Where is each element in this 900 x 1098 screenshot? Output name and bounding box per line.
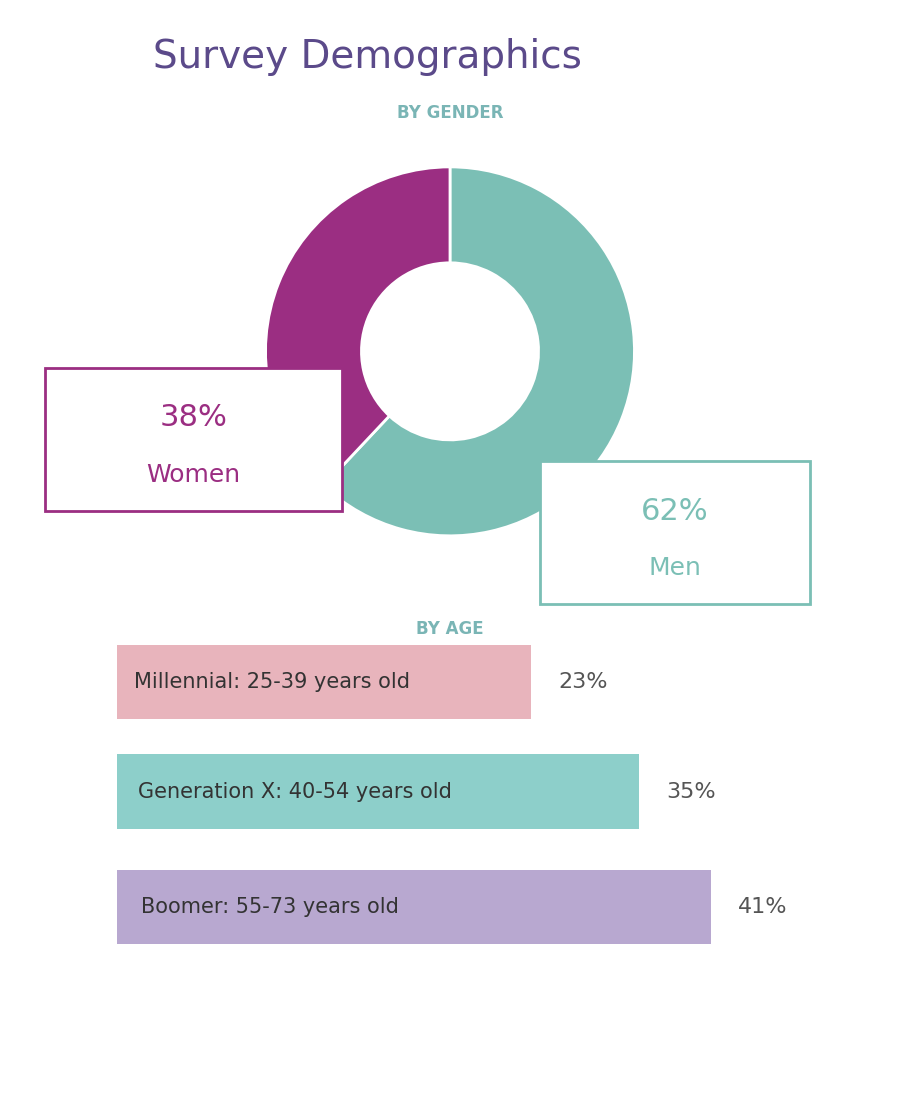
Text: 38%: 38% bbox=[159, 403, 228, 433]
Text: BY GENDER: BY GENDER bbox=[397, 104, 503, 122]
Text: 41%: 41% bbox=[738, 897, 788, 917]
Text: Men: Men bbox=[649, 557, 701, 580]
Wedge shape bbox=[324, 167, 634, 536]
FancyBboxPatch shape bbox=[540, 461, 810, 604]
Text: BY AGE: BY AGE bbox=[416, 620, 484, 638]
FancyBboxPatch shape bbox=[45, 368, 342, 511]
Text: Survey Demographics: Survey Demographics bbox=[153, 38, 582, 77]
Text: Women: Women bbox=[147, 463, 240, 486]
Text: Boomer: 55-73 years old: Boomer: 55-73 years old bbox=[140, 897, 399, 917]
FancyBboxPatch shape bbox=[117, 645, 531, 719]
Text: 62%: 62% bbox=[641, 496, 709, 526]
Text: Generation X: 40-54 years old: Generation X: 40-54 years old bbox=[138, 782, 452, 802]
Text: Millennial: 25-39 years old: Millennial: 25-39 years old bbox=[133, 672, 410, 692]
Text: 23%: 23% bbox=[558, 672, 608, 692]
FancyBboxPatch shape bbox=[117, 870, 711, 944]
Wedge shape bbox=[266, 167, 450, 485]
FancyBboxPatch shape bbox=[117, 754, 639, 829]
Text: 35%: 35% bbox=[666, 782, 716, 802]
